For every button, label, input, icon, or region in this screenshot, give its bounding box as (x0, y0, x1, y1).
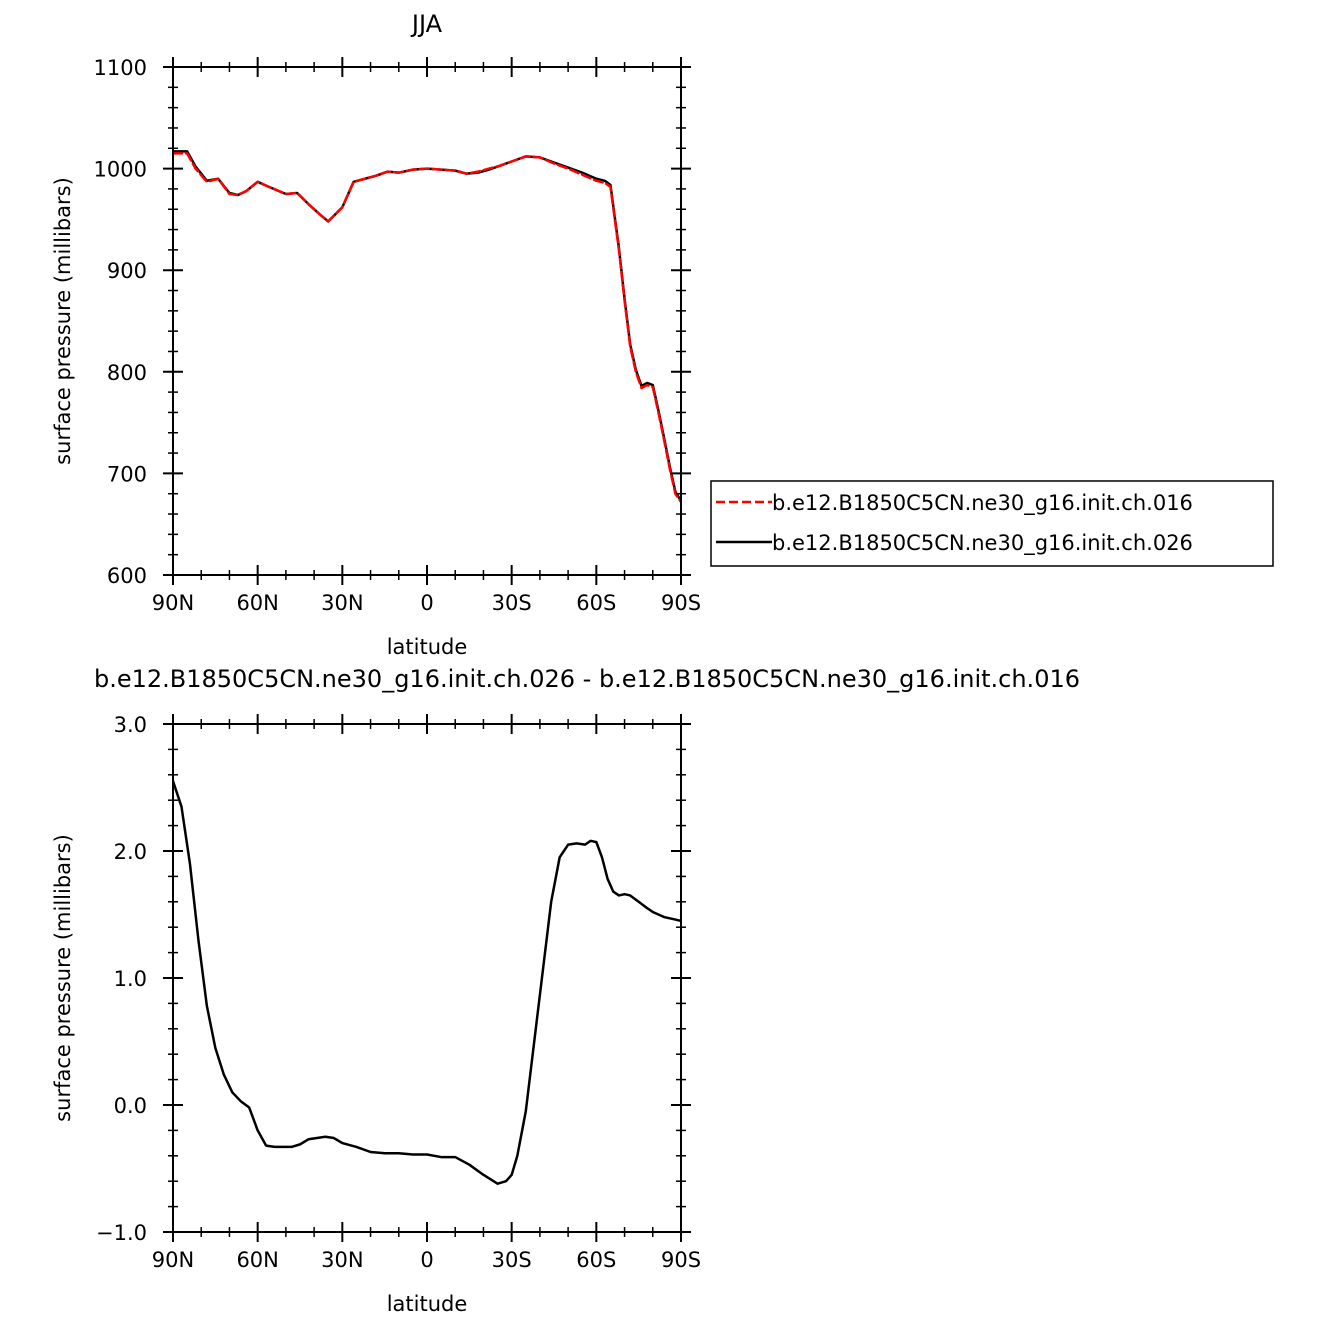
x-tick-label: 0 (420, 1248, 433, 1272)
y-tick-label: 800 (107, 361, 147, 385)
x-tick-label: 90S (661, 1248, 701, 1272)
bottom-panel-y-axis-title: surface pressure (millibars) (51, 834, 75, 1122)
series-line-0-0 (173, 152, 681, 504)
x-tick-label: 30N (321, 591, 363, 615)
y-tick-label: 1100 (94, 56, 147, 80)
top-panel-ticks: 90N 60N 30N 0 30S 60S 90S 600 700 800 900 1000 1100 (94, 56, 701, 615)
top-panel-series-layer (173, 150, 681, 504)
y-tick-label: 2.0 (114, 840, 147, 864)
y-tick-label: 0.0 (114, 1094, 147, 1118)
legend-box (710, 480, 1274, 567)
x-tick-label: 90N (152, 1248, 194, 1272)
y-tick-label: 1000 (94, 158, 147, 182)
bottom-panel-ticks: 90N 60N 30N 0 30S 60S 90S −1.0 0.0 1.0 2.0 3.0 (96, 713, 701, 1272)
x-tick-label: 30S (492, 1248, 532, 1272)
y-tick-label: 600 (107, 564, 147, 588)
legend-label-026: b.e12.B1850C5CN.ne30_g16.init.ch.026 (772, 531, 1193, 556)
series-line-1-0 (173, 779, 681, 1185)
series-line-0-1 (173, 150, 681, 503)
x-tick-label: 0 (420, 591, 433, 615)
x-tick-label: 30S (492, 591, 532, 615)
top-panel-y-axis-title: surface pressure (millibars) (51, 177, 75, 465)
y-tick-label: −1.0 (96, 1221, 147, 1245)
x-tick-label: 60S (576, 1248, 616, 1272)
x-tick-label: 60S (576, 591, 616, 615)
y-tick-label: 700 (107, 462, 147, 486)
x-tick-label: 60N (236, 1248, 278, 1272)
bottom-panel-series-layer (173, 779, 681, 1185)
legend-label-016: b.e12.B1850C5CN.ne30_g16.init.ch.016 (772, 491, 1193, 516)
x-tick-label: 90S (661, 591, 701, 615)
top-panel-title: JJA (410, 10, 443, 38)
bottom-panel-x-axis-title: latitude (387, 1292, 468, 1316)
y-tick-label: 3.0 (114, 713, 147, 737)
bottom-panel-title: b.e12.B1850C5CN.ne30_g16.init.ch.026 - b… (94, 665, 1080, 693)
legend: b.e12.B1850C5CN.ne30_g16.init.ch.016 b.e… (710, 480, 1274, 567)
bottom-panel: b.e12.B1850C5CN.ne30_g16.init.ch.026 - b… (51, 665, 1080, 1316)
x-tick-label: 60N (236, 591, 278, 615)
top-panel-x-axis-title: latitude (387, 635, 468, 659)
y-tick-label: 900 (107, 259, 147, 283)
x-tick-label: 90N (152, 591, 194, 615)
top-panel: JJA 90N 60N 30N 0 30S 60S 90S 600 700 800 900 1000 1… (51, 10, 1274, 659)
y-tick-label: 1.0 (114, 967, 147, 991)
x-tick-label: 30N (321, 1248, 363, 1272)
top-panel-frame (172, 66, 682, 576)
